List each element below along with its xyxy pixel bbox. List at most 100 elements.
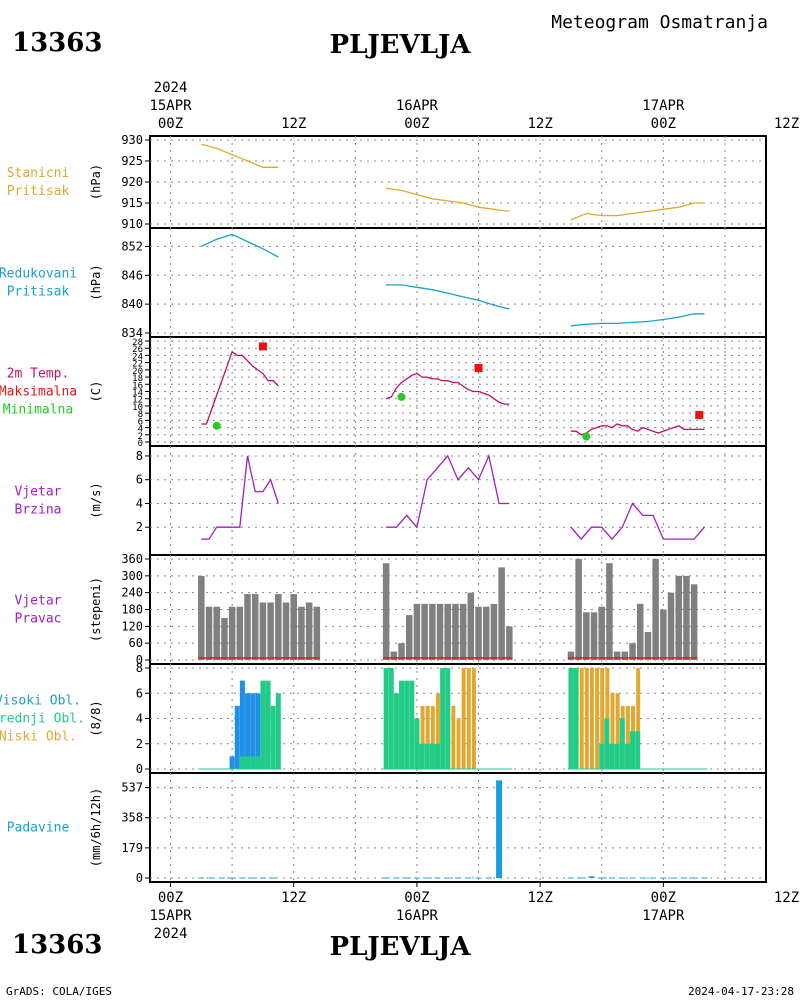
high-cloud-bar bbox=[239, 680, 245, 769]
high-cloud-bar bbox=[245, 693, 251, 769]
low-cloud-bar bbox=[610, 693, 615, 769]
direction-bar bbox=[228, 606, 236, 660]
direction-bar bbox=[290, 594, 297, 660]
y-tick-label: 120 bbox=[121, 619, 143, 633]
mid-cloud-bar bbox=[383, 668, 389, 769]
y-tick-label: 12 bbox=[132, 396, 143, 406]
y-tick-label: 24 bbox=[132, 352, 143, 362]
y-tick-label: 2 bbox=[136, 520, 143, 534]
mid-cloud-bar bbox=[619, 718, 625, 769]
mid-cloud-bar bbox=[429, 743, 435, 769]
direction-bar bbox=[429, 603, 436, 660]
y-tick-label: 26 bbox=[132, 345, 143, 355]
mid-cloud-bar bbox=[414, 718, 420, 769]
direction-bar bbox=[567, 651, 575, 660]
precip-bar bbox=[424, 877, 431, 879]
panel-label: Brzina bbox=[15, 503, 62, 518]
precip-bar bbox=[680, 877, 687, 879]
bottom-hour-label: 12Z bbox=[774, 890, 799, 906]
precip-bar bbox=[629, 877, 636, 879]
direction-bar bbox=[444, 603, 451, 660]
mid-cloud-bar bbox=[424, 743, 430, 769]
max-temp-point bbox=[474, 364, 483, 373]
low-cloud-bar bbox=[466, 668, 471, 769]
low-cloud-bar bbox=[579, 668, 584, 769]
direction-bar bbox=[298, 606, 305, 660]
mid-cloud-bar bbox=[239, 756, 245, 769]
low-cloud-bar bbox=[425, 705, 430, 769]
panel-frame-precipitation bbox=[149, 772, 767, 883]
text-labels: 910 915 920 925 930 (hPa) Stanicni Pritisak 834 8… bbox=[0, 80, 799, 942]
top-year-label: 2024 bbox=[154, 80, 188, 96]
direction-bar bbox=[313, 606, 321, 660]
low-cloud-bar bbox=[451, 705, 456, 769]
y-axis-label: (hPa) bbox=[89, 264, 103, 300]
direction-bar bbox=[452, 603, 459, 660]
y-tick-label: 8 bbox=[138, 410, 143, 420]
top-date-label: 15APR bbox=[149, 98, 192, 114]
y-axis-label: (C) bbox=[89, 381, 103, 403]
direction-bar bbox=[590, 612, 598, 660]
top-hour-label: 12Z bbox=[281, 116, 306, 132]
y-tick-label: 840 bbox=[121, 297, 143, 311]
y-tick-label: 6 bbox=[136, 686, 143, 700]
bottom-date-label: 15APR bbox=[149, 908, 192, 924]
top-date-label: 16APR bbox=[396, 98, 439, 114]
y-tick-label: 8 bbox=[136, 661, 143, 675]
y-tick-label: 537 bbox=[121, 781, 143, 795]
min-temp-point bbox=[212, 421, 221, 430]
direction-bar bbox=[621, 651, 629, 660]
precip-bar bbox=[598, 877, 605, 879]
direction-bar bbox=[467, 592, 475, 660]
low-cloud-bar bbox=[615, 693, 620, 769]
direction-bar bbox=[575, 559, 582, 660]
y-tick-label: 2 bbox=[138, 432, 143, 442]
y-tick-label: 920 bbox=[121, 175, 143, 189]
y-tick-label: 0 bbox=[136, 653, 143, 667]
y-tick-label: 179 bbox=[121, 841, 143, 855]
y-tick-label: 16 bbox=[132, 381, 143, 391]
direction-bar bbox=[221, 617, 228, 660]
y-tick-label: 0 bbox=[136, 871, 143, 885]
chart-title: Meteogram Osmatranja bbox=[551, 12, 768, 33]
direction-bar bbox=[506, 626, 513, 660]
y-tick-label: 925 bbox=[121, 154, 143, 168]
precip-bar bbox=[413, 877, 420, 879]
direction-bar bbox=[421, 603, 428, 660]
direction-bar bbox=[413, 603, 421, 660]
y-tick-label: 358 bbox=[121, 811, 143, 825]
y-tick-label: 910 bbox=[121, 217, 143, 231]
direction-bar bbox=[259, 602, 267, 660]
direction-bar bbox=[282, 602, 290, 660]
direction-bar bbox=[244, 594, 251, 660]
direction-bar bbox=[213, 606, 220, 660]
mid-cloud-bar bbox=[445, 668, 451, 769]
y-tick-label: 0 bbox=[136, 762, 143, 776]
top-hour-label: 00Z bbox=[158, 116, 183, 132]
precip-bar bbox=[691, 877, 698, 879]
panel-label: Minimalna bbox=[3, 403, 73, 418]
station-name-bottom: PLJEVLJA bbox=[329, 932, 471, 962]
y-tick-label: 2 bbox=[136, 737, 143, 751]
direction-bar bbox=[398, 643, 405, 660]
series-line-station_pressure bbox=[570, 202, 705, 221]
direction-bar bbox=[267, 602, 274, 660]
series-line-temperature bbox=[201, 350, 279, 425]
y-tick-label: 8 bbox=[136, 449, 143, 463]
panel-label: Visoki Obl. bbox=[0, 694, 81, 709]
y-axis-label: (hPa) bbox=[89, 164, 103, 200]
precip-bar bbox=[701, 877, 708, 879]
precip-bar bbox=[670, 877, 677, 879]
mid-cloud-bar bbox=[409, 680, 415, 769]
top-hour-label: 00Z bbox=[404, 116, 429, 132]
mid-cloud-bar bbox=[270, 705, 276, 769]
y-tick-label: 10 bbox=[132, 403, 143, 413]
series-line-reduced_pressure bbox=[201, 233, 279, 258]
series-line-reduced_pressure bbox=[386, 284, 510, 310]
mid-cloud-bar bbox=[399, 680, 405, 769]
y-tick-label: 930 bbox=[121, 133, 143, 147]
station-id-bottom: 13363 bbox=[12, 930, 103, 960]
y-axis-label: (m/s) bbox=[89, 482, 103, 518]
precip-bar bbox=[434, 877, 441, 879]
